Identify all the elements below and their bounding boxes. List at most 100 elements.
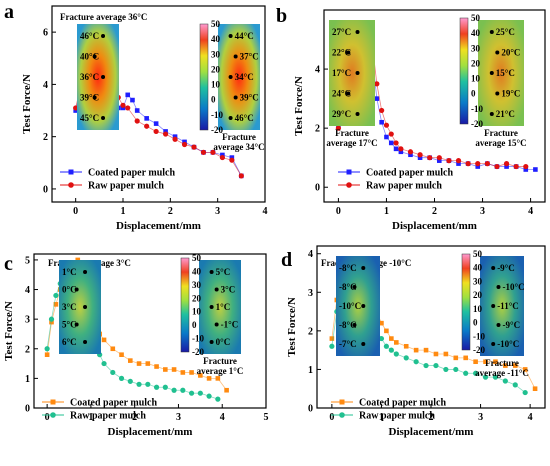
specimen-temp-label: 20°C <box>501 48 520 58</box>
data-point-circle <box>44 346 50 352</box>
colorbar-tick-label: -20 <box>471 119 483 129</box>
x-tick-label: 0 <box>336 206 341 217</box>
data-point-square <box>533 167 538 172</box>
x-tick-label: 5 <box>264 412 269 423</box>
specimen-point <box>361 342 366 346</box>
data-point-square <box>180 370 186 375</box>
data-point-circle <box>144 123 150 129</box>
y-tick-label: 5 <box>25 255 30 266</box>
specimen-point <box>346 50 351 55</box>
colorbar-tick-label: 10 <box>211 80 221 90</box>
data-point-square <box>394 340 399 345</box>
x-tick-label: 3 <box>176 412 181 423</box>
data-point-square <box>101 337 107 343</box>
data-point-square <box>163 367 168 372</box>
legend-label: Coated paper mulch <box>88 168 175 179</box>
data-point-square <box>374 96 380 101</box>
legend-label: Raw paper mulch <box>366 181 442 192</box>
data-point-square <box>153 121 159 126</box>
specimen-temp-label: 39°C <box>80 93 99 103</box>
specimen-temp-label: 24°C <box>332 89 351 99</box>
specimen-point <box>228 75 233 79</box>
data-point-circle <box>118 375 125 381</box>
y-axis-label: Test Force/N <box>293 76 305 136</box>
data-point-circle <box>180 387 186 393</box>
specimen-point <box>83 340 88 344</box>
y-tick-label: 0 <box>25 404 30 415</box>
data-point-circle <box>455 158 462 164</box>
data-point-circle <box>136 381 142 387</box>
data-point-circle <box>398 146 404 152</box>
data-point-circle <box>378 335 385 342</box>
data-point-circle <box>379 107 385 114</box>
y-tick-label: 4 <box>43 80 48 91</box>
specimen-point <box>346 91 351 96</box>
specimen-point <box>233 95 238 100</box>
legend-marker <box>50 412 56 418</box>
data-point-square <box>119 352 124 357</box>
data-point-square <box>73 108 78 113</box>
specimen-point <box>214 322 219 327</box>
data-point-square <box>145 361 151 366</box>
left-caption-line-2: average 17°C <box>326 138 377 148</box>
data-point-circle <box>523 163 529 170</box>
colorbar-tick-label: 20 <box>471 58 481 68</box>
y-tick-label: 4 <box>25 285 30 296</box>
data-point-circle <box>453 366 459 373</box>
data-point-circle <box>393 351 399 357</box>
data-point-circle <box>512 382 518 388</box>
data-point-circle <box>475 161 481 167</box>
x-tick-label: 0 <box>73 206 78 217</box>
data-point-circle <box>127 378 133 384</box>
data-point-circle <box>423 362 429 369</box>
right-caption-line-2: average 34°C <box>213 142 264 152</box>
specimen-temp-label: 46°C <box>235 113 254 123</box>
plot-frame <box>51 5 266 203</box>
y-tick-label: 4 <box>308 249 313 260</box>
y-tick-label: 6 <box>43 28 48 39</box>
y-tick-label: 0 <box>43 184 48 195</box>
specimen-point <box>101 34 106 38</box>
specimen-point <box>101 75 106 79</box>
specimen-temp-label: 3°C <box>62 302 77 312</box>
data-point-circle <box>125 105 131 111</box>
data-point-circle <box>383 122 390 128</box>
legend-marker <box>68 169 74 175</box>
data-point-circle <box>134 118 140 124</box>
x-tick-label: 2 <box>429 412 434 423</box>
x-tick-label: 2 <box>432 206 437 217</box>
data-point-circle <box>463 370 469 376</box>
data-point-circle <box>210 149 216 155</box>
y-tick-label: 2 <box>315 124 320 135</box>
data-point-square <box>443 351 449 357</box>
data-point-square <box>215 376 221 381</box>
colorbar-tick-label: 50 <box>471 13 481 23</box>
specimen-point <box>228 116 233 120</box>
data-point-square <box>44 352 50 357</box>
data-point-circle <box>484 161 490 167</box>
colorbar-tick-label: 0 <box>471 89 476 99</box>
colorbar-tick-label: 10 <box>471 74 481 84</box>
specimen-point <box>491 342 496 346</box>
data-point-circle <box>503 161 510 167</box>
x-tick-label: 4 <box>528 206 533 217</box>
data-point-circle <box>73 105 79 111</box>
data-point-circle <box>403 355 409 361</box>
data-point-square <box>379 320 384 326</box>
x-tick-label: 3 <box>480 206 485 217</box>
colorbar <box>199 23 209 131</box>
x-tick-label: 3 <box>215 206 220 217</box>
colorbar-tick-label: 40 <box>192 266 202 276</box>
data-point-square <box>437 158 442 163</box>
colorbar-tick-label: 50 <box>192 253 202 263</box>
specimen-temp-label: -8°C <box>339 320 357 330</box>
specimen-temp-label: 15°C <box>496 68 515 78</box>
colorbar <box>459 17 469 125</box>
data-point-circle <box>181 141 188 148</box>
data-point-square <box>522 367 528 372</box>
x-tick-label: 0 <box>329 412 334 423</box>
data-point-square <box>120 105 126 111</box>
specimen-point <box>352 323 357 327</box>
specimen-image-left <box>336 256 380 356</box>
